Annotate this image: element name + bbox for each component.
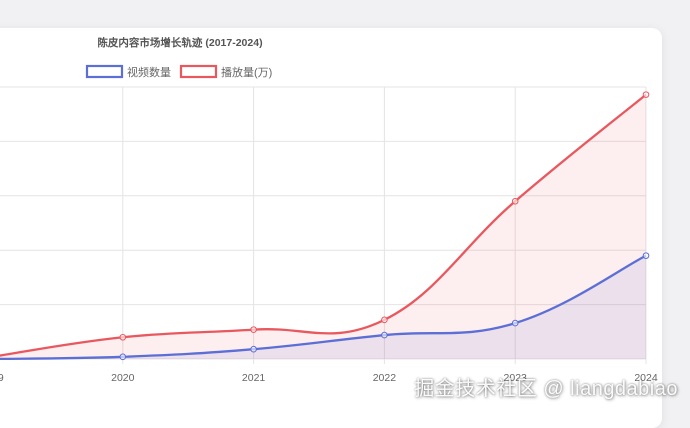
chart-series bbox=[0, 91, 650, 361]
legend-label-play-count[interactable]: 播放量(万) bbox=[221, 65, 272, 79]
data-point-1-1[interactable] bbox=[119, 333, 127, 341]
chart-title: 陈皮内容市场增长轨迹 (2017-2024) bbox=[97, 36, 262, 49]
chart-x-axis: 2019 2020 2021 2022 2023 2024 bbox=[0, 372, 658, 384]
series-area-1 bbox=[0, 94, 646, 359]
data-point-1-2[interactable] bbox=[250, 326, 257, 333]
legend-swatch-play-count[interactable] bbox=[179, 64, 218, 79]
chart-legend[interactable]: 视频数量 播放量(万) bbox=[85, 64, 272, 79]
legend-swatch-video-count[interactable] bbox=[85, 64, 124, 79]
chart-card bbox=[0, 28, 662, 428]
data-point-0-1[interactable] bbox=[119, 353, 127, 361]
data-point-1-3[interactable] bbox=[381, 316, 388, 324]
series-area-0 bbox=[0, 255, 646, 359]
data-point-0-3[interactable] bbox=[381, 331, 388, 339]
chart-grid bbox=[0, 86, 647, 364]
x-tick-label: 2020 bbox=[111, 372, 135, 384]
x-tick-label: 2023 bbox=[504, 372, 528, 384]
data-point-0-4[interactable] bbox=[511, 319, 519, 327]
x-tick-label: 2024 bbox=[634, 372, 658, 384]
series-line-1 bbox=[0, 93, 647, 357]
chart: 陈皮内容市场增长轨迹 (2017-2024) 视频数量 播放量(万) 20192… bbox=[0, 36, 658, 384]
data-point-0-2[interactable] bbox=[250, 345, 257, 353]
data-point-0-5[interactable] bbox=[642, 252, 650, 259]
legend-label-video-count[interactable]: 视频数量 bbox=[127, 65, 171, 79]
x-tick-label: 2019 bbox=[0, 372, 4, 384]
data-point-1-4[interactable] bbox=[511, 197, 519, 205]
watermark-text: 掘金技术社区 @ liangdabiao bbox=[414, 378, 678, 400]
x-tick-label: 2022 bbox=[373, 372, 397, 384]
series-line-0 bbox=[0, 254, 647, 361]
data-point-1-5[interactable] bbox=[642, 91, 650, 98]
x-tick-label: 2021 bbox=[242, 372, 266, 384]
